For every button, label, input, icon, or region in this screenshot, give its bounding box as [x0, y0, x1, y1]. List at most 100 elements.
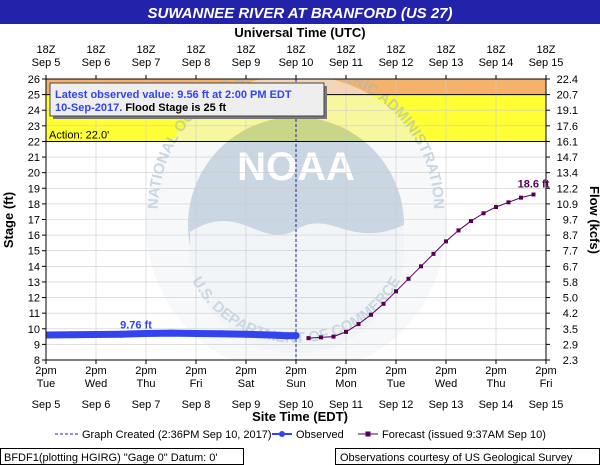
- y-tick-label-3: 11: [29, 308, 40, 320]
- y-tick-label-5: 13: [28, 277, 40, 289]
- top-tick-date-0: Sep 5: [32, 57, 61, 69]
- bottom-tick-date-3: Sep 8: [182, 399, 211, 411]
- y-tick-label-7: 15: [28, 246, 40, 258]
- bottom-tick-time-4: 2pm: [235, 365, 256, 377]
- y2-tick-label-0: 2.3: [563, 355, 578, 367]
- latest-value-line2: 10-Sep-2017. Flood Stage is 25 ft: [55, 102, 227, 114]
- observed-point-3: [117, 330, 125, 338]
- legend-forecast-marker: [365, 431, 371, 437]
- y2-axis-label: Flow (kcfs): [587, 186, 600, 254]
- top-tick-hour-10: 18Z: [537, 44, 556, 56]
- y2-tick-label-3: 4.2: [563, 308, 578, 320]
- y2-axis-ticks: 2.3 2.9 3.5 4.2 5.0 5.8 6.7 7.7 8.7 9.7 10.9 12.2 13…: [546, 74, 578, 367]
- y2-tick-label-18: 22.4: [557, 74, 578, 86]
- stage-band-label-1: Action: 22.0': [49, 129, 109, 141]
- y2-tick-label-16: 19.1: [557, 105, 578, 117]
- bottom-tick-date-8: Sep 13: [429, 399, 464, 411]
- top-tick-date-3: Sep 8: [182, 57, 211, 69]
- bottom-tick-time-3: 2pm: [185, 365, 206, 377]
- y-tick-label-10: 18: [28, 199, 40, 211]
- y2-tick-label-9: 9.7: [563, 215, 578, 227]
- latest-value-box: Latest observed value: 9.56 ft at 2:00 P…: [49, 82, 327, 119]
- bottom-tick-day-10: Fri: [540, 378, 553, 390]
- y-tick-label-18: 26: [28, 74, 40, 86]
- bottom-tick-time-10: 2pm: [535, 365, 556, 377]
- top-tick-hour-1: 18Z: [87, 44, 106, 56]
- y-axis-ticks: 8 9 10 11 12 13 14 15 16 17 18 19 20 21 22 23 24 25 26: [28, 74, 46, 367]
- legend: Graph Created (2:36PM Sep 10, 2017) Obse…: [55, 429, 546, 441]
- forecast-point-8: [406, 276, 411, 281]
- y2-tick-label-5: 5.8: [563, 277, 578, 289]
- latest-value-line1: Latest observed value: 9.56 ft at 2:00 P…: [55, 89, 292, 101]
- bottom-tick-date-10: Sep 15: [529, 399, 564, 411]
- forecast-point-12: [456, 228, 461, 233]
- y-tick-label-6: 14: [28, 261, 40, 273]
- y2-tick-label-2: 3.5: [563, 324, 578, 336]
- y2-tick-label-6: 6.7: [563, 261, 578, 273]
- forecast-point-3: [344, 329, 348, 334]
- x-axis-label: Site Time (EDT): [252, 409, 348, 424]
- y2-tick-label-7: 7.7: [563, 246, 578, 258]
- top-tick-date-2: Sep 7: [132, 57, 161, 69]
- y-tick-label-1: 9: [34, 339, 40, 351]
- bottom-tick-date-4: Sep 9: [232, 399, 261, 411]
- y-tick-label-11: 19: [28, 183, 40, 195]
- observed-point-5: [167, 329, 175, 337]
- bottom-tick-day-0: Tue: [37, 378, 56, 390]
- bottom-tick-day-5: Sun: [286, 378, 306, 390]
- bottom-tick-time-5: 2pm: [285, 365, 306, 377]
- forecast-point-7: [394, 289, 398, 294]
- top-tick-hour-2: 18Z: [137, 44, 156, 56]
- y-tick-label-14: 22: [28, 136, 40, 148]
- top-tick-hour-4: 18Z: [237, 44, 256, 56]
- top-tick-hour-8: 18Z: [437, 44, 456, 56]
- top-tick-hour-3: 18Z: [187, 44, 206, 56]
- y-tick-label-0: 8: [34, 355, 40, 367]
- bottom-tick-date-2: Sep 7: [132, 399, 161, 411]
- bottom-tick-time-1: 2pm: [85, 365, 106, 377]
- noaa-logo-wave: [190, 220, 404, 354]
- bottom-tick-time-8: 2pm: [435, 365, 456, 377]
- bottom-tick-time-7: 2pm: [385, 365, 406, 377]
- observed-point-2: [92, 331, 100, 339]
- forecast-point-11: [444, 239, 448, 244]
- bottom-tick-date-1: Sep 6: [82, 399, 111, 411]
- observed-point-6: [192, 329, 200, 337]
- top-tick-hour-7: 18Z: [387, 44, 406, 56]
- bottom-tick-time-2: 2pm: [135, 365, 156, 377]
- bottom-tick-time-0: 2pm: [35, 365, 56, 377]
- bottom-tick-date-0: Sep 5: [32, 399, 61, 411]
- observed-point-11: [292, 332, 300, 340]
- observed-point-0: [46, 331, 50, 339]
- top-tick-hour-6: 18Z: [337, 44, 356, 56]
- y2-tick-label-10: 10.9: [557, 199, 578, 211]
- series-layer: [46, 192, 536, 341]
- y2-tick-label-11: 12.2: [557, 183, 578, 195]
- y-tick-label-12: 20: [28, 168, 40, 180]
- footer-left: BFDF1(plotting HGIRG) "Gage 0" Datum: 0': [4, 452, 217, 464]
- forecast-point-14: [481, 211, 486, 216]
- observed-point-7: [217, 330, 225, 338]
- bottom-tick-day-7: Tue: [387, 378, 406, 390]
- top-tick-date-1: Sep 6: [82, 57, 111, 69]
- bottom-tick-day-6: Mon: [335, 378, 356, 390]
- forecast-point-18: [531, 192, 536, 197]
- forecast-point-5: [369, 312, 373, 317]
- forecast-value-label: 18.6 ft: [518, 179, 550, 191]
- forecast-point-17: [519, 195, 523, 200]
- bottom-tick-day-1: Wed: [85, 378, 107, 390]
- top-tick-date-4: Sep 9: [232, 57, 261, 69]
- top-axis-label: Universal Time (UTC): [234, 25, 365, 40]
- top-tick-date-9: Sep 14: [479, 57, 514, 69]
- top-tick-date-8: Sep 13: [429, 57, 464, 69]
- top-tick-date-10: Sep 15: [529, 57, 564, 69]
- legend-forecast-label: Forecast (issued 9:37AM Sep 10): [382, 429, 546, 441]
- top-tick-hour-5: 18Z: [287, 44, 306, 56]
- legend-observed-marker: [279, 431, 285, 437]
- y-axis-label: Stage (ft): [1, 192, 16, 248]
- bottom-tick-day-4: Sat: [238, 378, 255, 390]
